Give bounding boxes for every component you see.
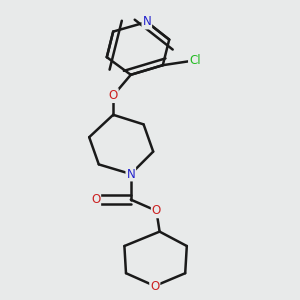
Text: N: N (126, 167, 135, 181)
Text: Cl: Cl (189, 54, 201, 67)
Text: O: O (152, 204, 161, 217)
Text: O: O (109, 89, 118, 102)
Text: N: N (142, 16, 151, 28)
Text: O: O (150, 280, 159, 292)
Text: O: O (91, 193, 100, 206)
